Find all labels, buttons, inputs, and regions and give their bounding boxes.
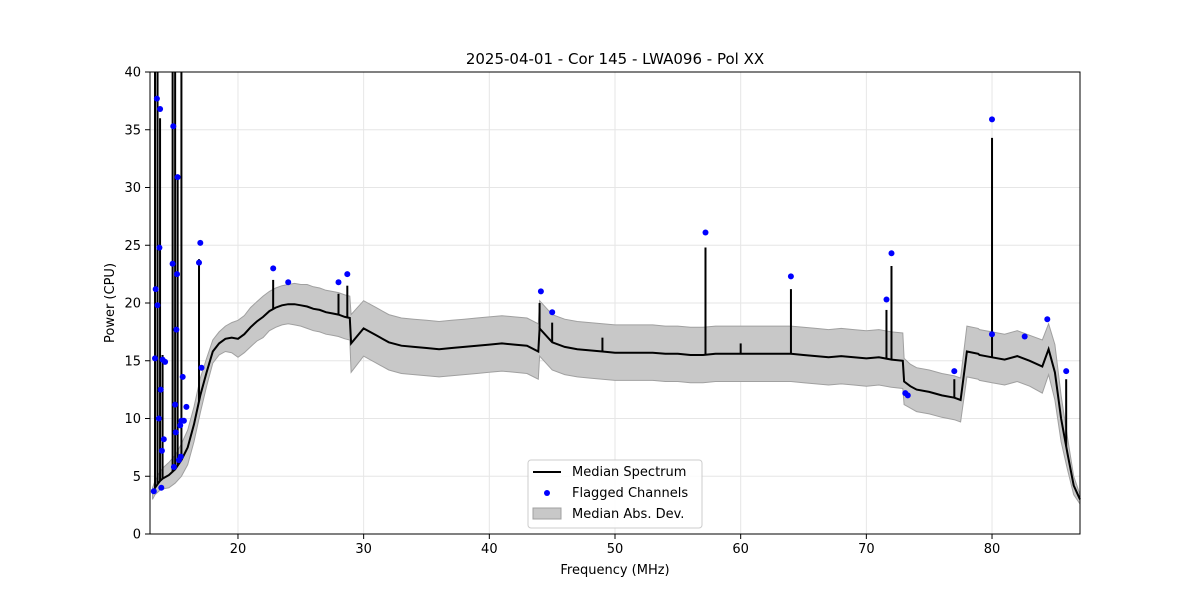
flagged-channel-point xyxy=(1063,368,1070,375)
flagged-channel-point xyxy=(177,422,184,429)
flagged-channel-point xyxy=(1044,316,1051,323)
x-tick-label: 50 xyxy=(607,542,624,557)
flagged-channel-point xyxy=(335,279,342,286)
flagged-channel-point xyxy=(160,436,167,443)
flagged-channel-point xyxy=(285,279,292,286)
flagged-channel-point xyxy=(344,271,351,278)
legend-label-flagged-channels: Flagged Channels xyxy=(572,486,688,501)
flagged-channel-point xyxy=(156,244,163,251)
y-tick-label: 35 xyxy=(124,123,141,138)
flagged-channel-point xyxy=(152,355,158,362)
legend-swatch-mad xyxy=(532,507,562,520)
y-tick-label: 30 xyxy=(124,181,141,196)
y-tick-label: 0 xyxy=(133,528,141,543)
flagged-channel-point xyxy=(787,273,794,280)
flagged-channel-point xyxy=(153,95,160,102)
legend: Median Spectrum Flagged Channels Median … xyxy=(527,459,703,529)
flagged-channel-point xyxy=(170,123,177,130)
flagged-channel-point xyxy=(180,417,187,424)
y-tick-label: 20 xyxy=(124,297,141,312)
flagged-channel-point xyxy=(162,358,169,365)
median-line-layer xyxy=(151,72,1081,500)
flagged-points-layer xyxy=(150,95,1070,495)
x-tick-label: 80 xyxy=(984,542,1001,557)
flagged-channel-point xyxy=(197,239,204,246)
x-tick-label: 30 xyxy=(355,542,372,557)
y-tick-label: 40 xyxy=(124,66,141,81)
flagged-channel-point xyxy=(155,415,162,422)
y-tick-label: 15 xyxy=(124,354,141,369)
flagged-channel-point xyxy=(183,403,190,410)
flagged-channel-point xyxy=(196,259,202,266)
flagged-channel-point xyxy=(154,302,161,309)
legend-label-mad: Median Abs. Dev. xyxy=(572,507,684,522)
flagged-channel-point xyxy=(150,488,157,495)
flagged-channel-point xyxy=(172,429,179,436)
flagged-channel-point xyxy=(158,484,165,491)
flagged-channel-point xyxy=(177,453,184,460)
flagged-channel-point xyxy=(198,364,205,371)
y-axis-ticks: 0 5 10 15 20 25 30 35 40 xyxy=(124,66,150,543)
x-tick-label: 60 xyxy=(732,542,749,557)
legend-swatch-flagged-channels xyxy=(544,490,550,496)
x-tick-label: 20 xyxy=(230,542,247,557)
flagged-channel-point xyxy=(157,386,164,393)
x-tick-label: 70 xyxy=(858,542,875,557)
y-tick-label: 10 xyxy=(124,412,141,427)
y-tick-label: 25 xyxy=(124,239,141,254)
flagged-channel-point xyxy=(549,309,556,316)
flagged-channel-point xyxy=(157,106,164,112)
y-axis-label: Power (CPU) xyxy=(103,263,118,343)
flagged-channel-point xyxy=(537,288,544,295)
flagged-channel-point xyxy=(174,174,181,181)
median-spectrum-line xyxy=(151,303,1081,500)
flagged-channel-point xyxy=(883,296,890,303)
chart-title: 2025-04-01 - Cor 145 - LWA096 - Pol XX xyxy=(466,50,764,68)
flagged-channel-point xyxy=(904,392,911,399)
legend-label-median-spectrum: Median Spectrum xyxy=(572,465,686,480)
flagged-channel-point xyxy=(951,368,958,375)
flagged-channel-point xyxy=(170,464,177,470)
x-axis-ticks: 20 30 40 50 60 70 80 xyxy=(230,534,1001,557)
flagged-channel-point xyxy=(702,229,709,236)
flagged-channel-point xyxy=(173,326,180,333)
flagged-channel-point xyxy=(989,116,995,123)
flagged-channel-point xyxy=(1021,333,1028,340)
flagged-channel-point xyxy=(270,265,277,272)
flagged-channel-point xyxy=(172,401,179,408)
flagged-channel-point xyxy=(888,250,895,257)
flagged-channel-point xyxy=(989,331,995,338)
y-tick-label: 5 xyxy=(133,470,141,485)
x-tick-label: 40 xyxy=(481,542,498,557)
x-axis-label: Frequency (MHz) xyxy=(560,563,669,578)
flagged-channel-point xyxy=(169,260,176,267)
legend-frame xyxy=(527,459,703,529)
flagged-channel-point xyxy=(158,447,165,454)
flagged-channel-point xyxy=(152,286,159,293)
flagged-channel-point xyxy=(174,271,180,278)
flagged-channel-point xyxy=(179,373,186,380)
